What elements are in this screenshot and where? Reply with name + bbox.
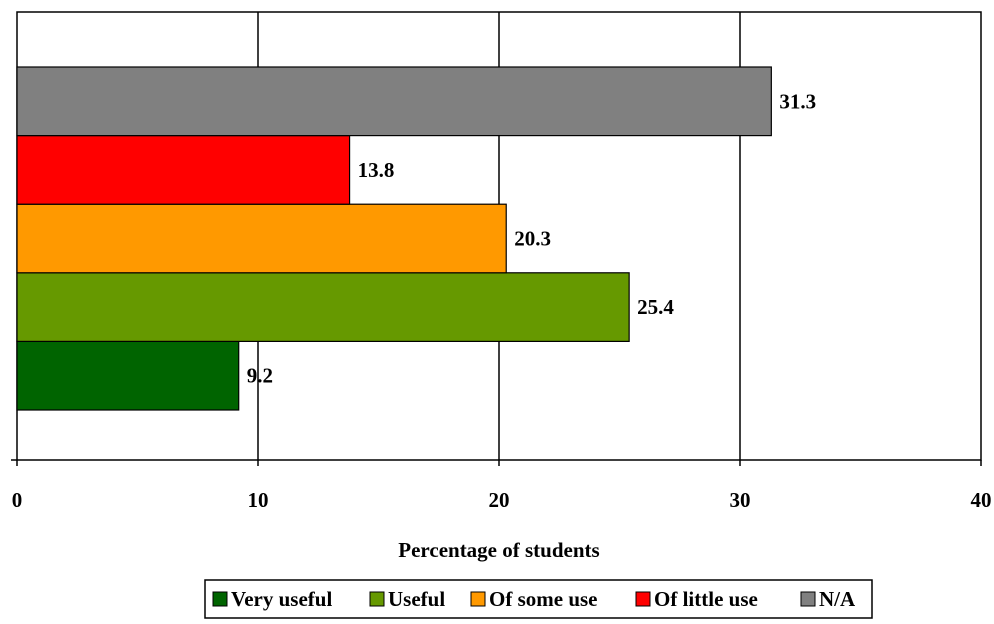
x-tick-label: 30 (730, 488, 751, 512)
x-axis-ticks: 0 10 20 30 40 (11, 459, 992, 512)
legend-label: Of some use (489, 587, 598, 611)
bar-useful (16, 272, 630, 342)
data-label: 31.3 (779, 89, 816, 113)
bar-n-a (16, 66, 772, 137)
legend-label: Very useful (231, 587, 332, 611)
data-label: 13.8 (358, 158, 395, 182)
legend-swatch (800, 591, 816, 607)
x-tick-label: 0 (12, 488, 23, 512)
legend-label: N/A (819, 587, 856, 611)
legend: Very useful Useful Of some use Of little us… (204, 579, 873, 619)
legend-label: Of little use (654, 587, 758, 611)
data-label: 25.4 (637, 295, 674, 319)
x-tick-label: 20 (489, 488, 510, 512)
x-axis-title: Percentage of students (398, 538, 599, 562)
bar-very-useful (16, 340, 240, 411)
bar-of-some-use (16, 203, 507, 274)
bars: 9.2 25.4 20.3 13.8 31.3 (16, 66, 816, 411)
x-tick-label: 40 (971, 488, 992, 512)
legend-box (204, 579, 873, 619)
legend-swatch (369, 591, 385, 607)
bar-of-little-use (16, 135, 351, 205)
data-label: 20.3 (514, 227, 551, 251)
x-tick-label: 10 (248, 488, 269, 512)
legend-swatch (212, 591, 228, 607)
legend-swatch (470, 591, 486, 607)
legend-swatch (635, 591, 651, 607)
data-label: 9.2 (247, 364, 273, 388)
legend-label: Useful (388, 587, 445, 611)
